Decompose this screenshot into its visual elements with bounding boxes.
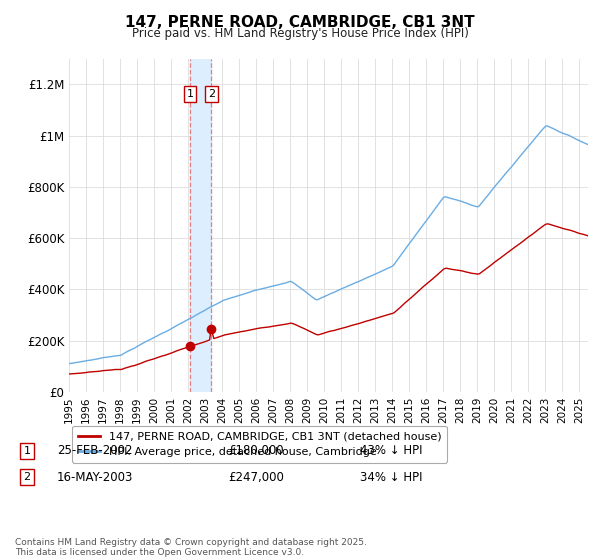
Text: £180,000: £180,000 bbox=[228, 444, 284, 458]
Text: 1: 1 bbox=[23, 446, 31, 456]
Text: £247,000: £247,000 bbox=[228, 470, 284, 484]
Legend: 147, PERNE ROAD, CAMBRIDGE, CB1 3NT (detached house), HPI: Average price, detach: 147, PERNE ROAD, CAMBRIDGE, CB1 3NT (det… bbox=[72, 426, 447, 463]
Text: 1: 1 bbox=[187, 89, 194, 99]
Text: 43% ↓ HPI: 43% ↓ HPI bbox=[360, 444, 422, 458]
Text: Price paid vs. HM Land Registry's House Price Index (HPI): Price paid vs. HM Land Registry's House … bbox=[131, 27, 469, 40]
Text: 2: 2 bbox=[23, 472, 31, 482]
Bar bbox=[190, 59, 211, 392]
Text: Contains HM Land Registry data © Crown copyright and database right 2025.
This d: Contains HM Land Registry data © Crown c… bbox=[15, 538, 367, 557]
Text: 25-FEB-2002: 25-FEB-2002 bbox=[57, 444, 133, 458]
Text: 16-MAY-2003: 16-MAY-2003 bbox=[57, 470, 133, 484]
Text: 2: 2 bbox=[208, 89, 215, 99]
Text: 34% ↓ HPI: 34% ↓ HPI bbox=[360, 470, 422, 484]
Text: 147, PERNE ROAD, CAMBRIDGE, CB1 3NT: 147, PERNE ROAD, CAMBRIDGE, CB1 3NT bbox=[125, 15, 475, 30]
